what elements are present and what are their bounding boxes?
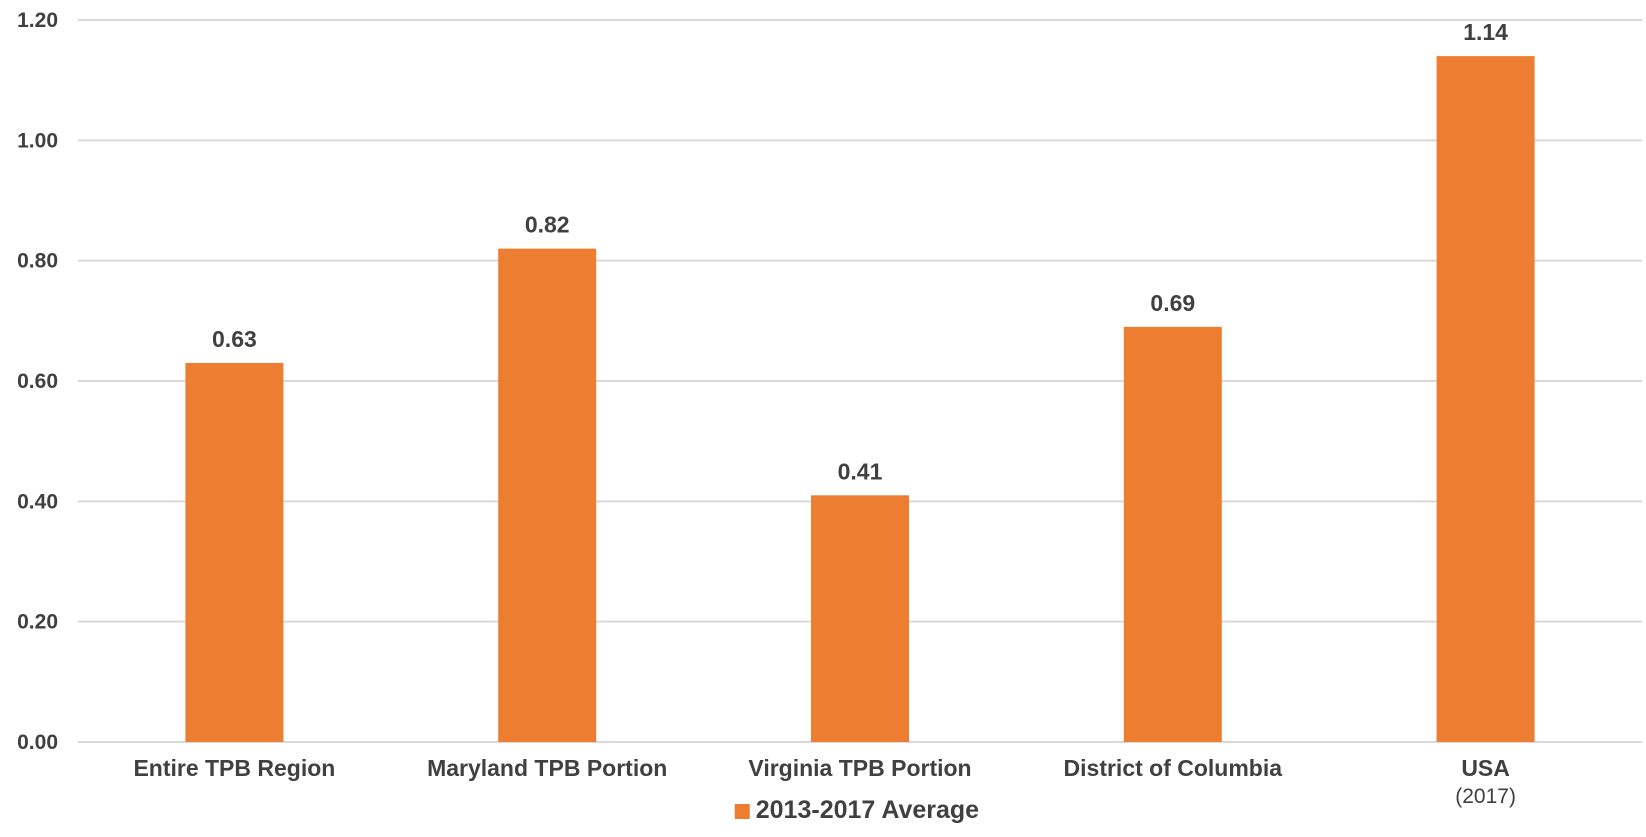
bar [1124,327,1222,742]
x-category-label: District of Columbia [1064,755,1283,781]
data-label: 0.82 [525,212,570,238]
y-tick-label: 0.60 [17,370,58,393]
legend-label: 2013-2017 Average [756,796,979,824]
x-category-label: Entire TPB Region [133,755,335,781]
y-tick-label: 1.00 [17,129,58,152]
x-category-label: USA [1461,755,1510,781]
x-category-label: Virginia TPB Portion [748,755,971,781]
y-tick-label: 0.00 [17,731,58,754]
legend-swatch [735,804,750,819]
bar [498,249,596,742]
data-label: 0.69 [1150,290,1195,316]
bar [811,495,909,742]
data-labels: 0.63 0.82 0.41 0.69 1.14 [212,19,1508,484]
x-category-label: Maryland TPB Portion [427,755,667,781]
legend: 2013-2017 Average [735,796,979,824]
x-category-sublabel: (2017) [1455,785,1516,808]
data-label: 1.14 [1463,19,1508,45]
bar [1437,56,1535,742]
y-tick-label: 0.80 [17,250,58,273]
bars [185,56,1534,742]
y-tick-label: 1.20 [17,9,58,32]
y-tick-label: 0.40 [17,490,58,513]
data-label: 0.63 [212,326,257,352]
bar [185,363,283,742]
data-label: 0.41 [838,458,883,484]
y-tick-label: 0.20 [17,611,58,634]
y-axis-tick-labels: 0.00 0.20 0.40 0.60 0.80 1.00 1.20 [17,9,58,754]
